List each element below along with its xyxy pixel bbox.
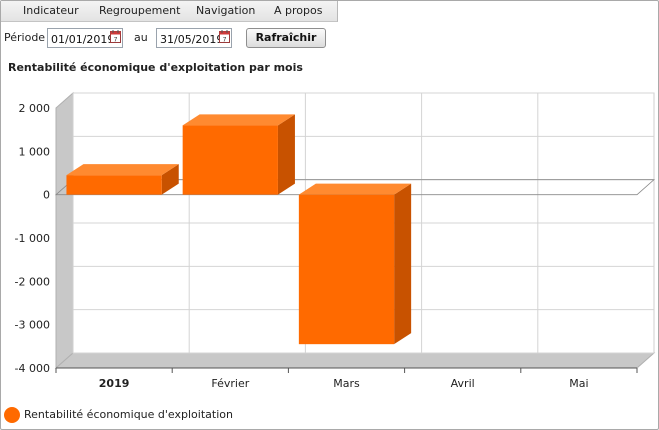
chart-title: Rentabilité économique d'exploitation pa…: [8, 61, 303, 74]
y-tick-label: -1 000: [15, 232, 50, 245]
x-tick-label: Mai: [569, 377, 588, 390]
svg-text:7: 7: [114, 37, 118, 44]
y-tick-label: -4 000: [15, 362, 50, 375]
bar-side: [394, 183, 412, 345]
x-tick-label: Mars: [333, 377, 360, 390]
x-tick-label: Avril: [451, 377, 475, 390]
bar-top: [182, 114, 295, 126]
y-tick-label: 0: [43, 189, 50, 202]
legend-label: Rentabilité économique d'exploitation: [24, 408, 233, 421]
x-tick-label: Février: [211, 377, 249, 390]
bar-side: [277, 114, 295, 195]
bar-top: [298, 183, 412, 195]
chart-left-wall: [55, 91, 74, 370]
x-tick-label: 2019: [99, 377, 130, 390]
bar-top: [66, 164, 179, 176]
end-date-field[interactable]: [156, 28, 232, 48]
y-tick-label: 1 000: [19, 145, 51, 158]
svg-text:7: 7: [223, 37, 227, 44]
calendar-icon[interactable]: 7: [219, 30, 230, 43]
start-date-field[interactable]: [47, 28, 123, 48]
to-label: au: [134, 31, 148, 44]
chart-floor: [54, 352, 656, 369]
bar: [298, 194, 395, 345]
refresh-button[interactable]: Rafraîchir: [246, 28, 326, 48]
bar: [182, 125, 278, 195]
legend-swatch: [4, 407, 20, 423]
menu-item-a-propos[interactable]: A propos: [274, 4, 323, 17]
bar: [66, 175, 162, 195]
y-tick-label: 2 000: [19, 102, 51, 115]
menu-item-regroupement[interactable]: Regroupement: [99, 4, 181, 17]
menu-bar: Indicateur Regroupement Navigation A pro…: [1, 1, 338, 22]
y-tick-label: -2 000: [15, 275, 50, 288]
menu-item-navigation[interactable]: Navigation: [196, 4, 256, 17]
bar-side: [161, 164, 179, 195]
bar-chart: 2 000 1 000 0 -1 000 -2 000 -3 000 -4 000 2019 F…: [15, 91, 656, 390]
menu-item-indicateur[interactable]: Indicateur: [23, 4, 79, 17]
y-tick-label: -3 000: [15, 319, 50, 332]
period-label: Période: [4, 31, 46, 44]
calendar-icon[interactable]: 7: [110, 30, 121, 43]
